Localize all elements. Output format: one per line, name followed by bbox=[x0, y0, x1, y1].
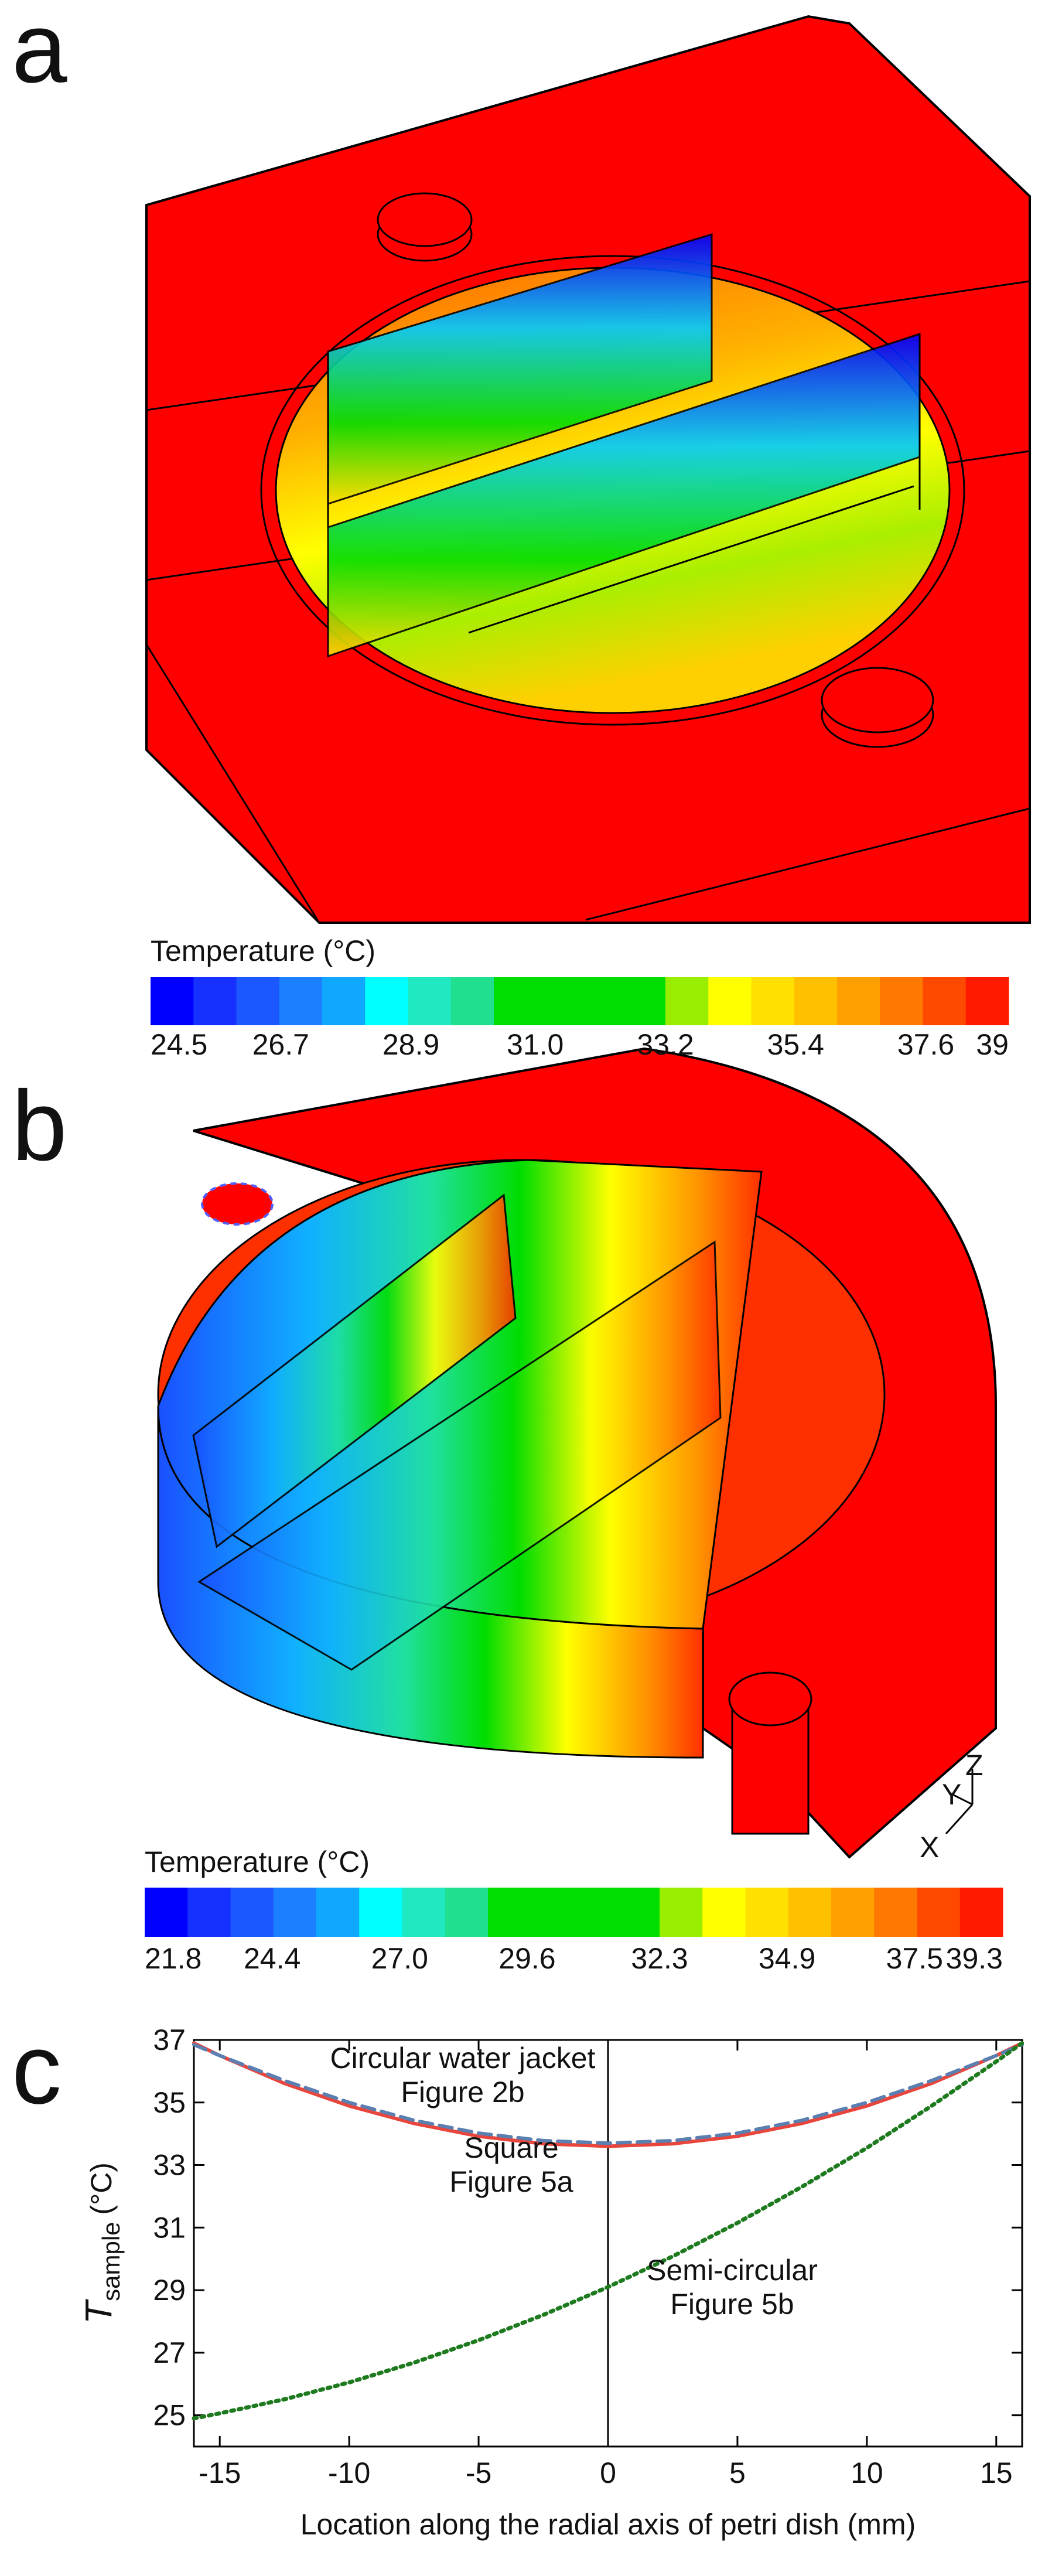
colorbar-segment bbox=[193, 977, 237, 1025]
panel-label: b bbox=[12, 1070, 67, 1182]
colorbar-tick-label: 34.9 bbox=[759, 1942, 815, 1975]
y-tick-label: 37 bbox=[153, 2024, 186, 2056]
colorbar-segment bbox=[279, 977, 323, 1025]
colorbar-segment bbox=[794, 977, 838, 1025]
colorbar-segment bbox=[236, 977, 280, 1025]
colorbar-segment bbox=[573, 1888, 617, 1937]
colorbar-segment bbox=[230, 1888, 274, 1937]
y-tick-label: 31 bbox=[153, 2211, 186, 2244]
x-tick-label: 5 bbox=[729, 2456, 746, 2489]
colorbar-segment bbox=[660, 1888, 703, 1937]
colorbar-segment bbox=[402, 1888, 446, 1937]
colorbar-segment bbox=[531, 1888, 574, 1937]
axis-triad-label: Y bbox=[942, 1778, 961, 1811]
annotation: Circular water jacket bbox=[330, 2042, 596, 2075]
colorbar-segment bbox=[837, 977, 880, 1025]
annotation: Square bbox=[464, 2131, 558, 2164]
colorbar-segment bbox=[488, 1888, 531, 1937]
y-tick-label: 27 bbox=[153, 2336, 186, 2369]
colorbar-segment bbox=[708, 977, 752, 1025]
colorbar-segment bbox=[874, 1888, 917, 1937]
y-axis-subscript: sample bbox=[97, 2222, 125, 2301]
colorbar-tick-label: 35.4 bbox=[767, 1028, 824, 1061]
x-tick-label: 15 bbox=[980, 2456, 1013, 2489]
colorbar-segment bbox=[359, 1888, 402, 1937]
colorbar-segment bbox=[965, 977, 1009, 1025]
series-line bbox=[192, 2041, 1024, 2148]
axis-triad-label: Z bbox=[965, 1749, 983, 1782]
render-a bbox=[145, 15, 1031, 924]
y-axis-title: Tsample (°C) bbox=[77, 2162, 125, 2324]
colorbar-segment bbox=[923, 977, 967, 1025]
colorbar-tick-label: 32.3 bbox=[631, 1942, 688, 1975]
colorbar-segment bbox=[494, 977, 537, 1025]
x-tick-label: 10 bbox=[851, 2456, 883, 2489]
colorbar-segment bbox=[187, 1888, 231, 1937]
colorbar-segment bbox=[408, 977, 452, 1025]
colorbar-segment bbox=[622, 977, 666, 1025]
y-tick-label: 35 bbox=[153, 2086, 186, 2119]
colorbar-segment bbox=[151, 977, 194, 1025]
colorbar-segment bbox=[365, 977, 408, 1025]
colorbar-segment bbox=[145, 1888, 188, 1937]
colorbar-segment bbox=[745, 1888, 789, 1937]
series-line bbox=[192, 2041, 1024, 2421]
annotation: Semi-circular bbox=[647, 2254, 818, 2287]
colorbar-segment bbox=[665, 977, 709, 1025]
panel-label: c bbox=[12, 2014, 62, 2125]
colorbar-tick-label: 24.5 bbox=[151, 1028, 207, 1061]
colorbar-tick-label: 26.7 bbox=[252, 1028, 309, 1061]
render-b bbox=[157, 1047, 997, 1859]
colorbar-tick-label: 37.6 bbox=[897, 1028, 954, 1061]
colorbar-title: Temperature (°C) bbox=[145, 1845, 370, 1878]
colorbar-segment bbox=[273, 1888, 317, 1937]
annotation: Figure 2b bbox=[401, 2076, 524, 2108]
colorbar-segment bbox=[917, 1888, 961, 1937]
colorbar-segment bbox=[537, 977, 580, 1025]
x-tick-label: -5 bbox=[466, 2456, 491, 2489]
panel-label: a bbox=[12, 0, 67, 104]
colorbar-title: Temperature (°C) bbox=[151, 934, 375, 967]
colorbar-tick-label: 39 bbox=[976, 1028, 1009, 1061]
colorbar-tick-label: 21.8 bbox=[145, 1942, 202, 1975]
colorbar-tick-label: 29.6 bbox=[498, 1942, 555, 1975]
annotation: Figure 5b bbox=[670, 2288, 794, 2321]
colorbar-segment bbox=[880, 977, 923, 1025]
colorbar-tick-label: 39.3 bbox=[946, 1942, 1003, 1975]
colorbar-segment bbox=[616, 1888, 660, 1937]
colorbar-segment bbox=[788, 1888, 832, 1937]
colorbar-tick-label: 27.0 bbox=[371, 1942, 428, 1975]
colorbar-segment bbox=[959, 1888, 1003, 1937]
x-tick-label: -15 bbox=[199, 2456, 241, 2489]
colorbar-segment bbox=[445, 1888, 489, 1937]
colorbar-segment bbox=[702, 1888, 746, 1937]
colorbar-segment bbox=[751, 977, 795, 1025]
y-axis-symbol: T bbox=[77, 2299, 119, 2324]
series-line bbox=[192, 2043, 1024, 2145]
colorbar-segment bbox=[579, 977, 623, 1025]
colorbar-segment bbox=[450, 977, 494, 1025]
y-axis-unit: (°C) bbox=[85, 2162, 118, 2215]
x-tick-label: -10 bbox=[328, 2456, 370, 2489]
colorbar-segment bbox=[316, 1888, 360, 1937]
x-axis-title: Location along the radial axis of petri … bbox=[300, 2508, 916, 2541]
colorbar-tick-label: 31.0 bbox=[507, 1028, 564, 1061]
axis-triad-label: X bbox=[920, 1831, 939, 1864]
colorbar-tick-label: 33.2 bbox=[637, 1028, 694, 1061]
y-tick-label: 33 bbox=[153, 2149, 186, 2182]
annotation: Figure 5a bbox=[449, 2165, 573, 2198]
colorbar-segment bbox=[831, 1888, 875, 1937]
y-tick-label: 25 bbox=[153, 2399, 186, 2432]
colorbar-segment bbox=[322, 977, 366, 1025]
y-tick-label: 29 bbox=[153, 2274, 186, 2307]
x-tick-label: 0 bbox=[600, 2456, 616, 2489]
colorbar-tick-label: 37.5 bbox=[886, 1942, 943, 1975]
colorbar-tick-label: 28.9 bbox=[383, 1028, 439, 1061]
colorbar-tick-label: 24.4 bbox=[244, 1942, 300, 1975]
